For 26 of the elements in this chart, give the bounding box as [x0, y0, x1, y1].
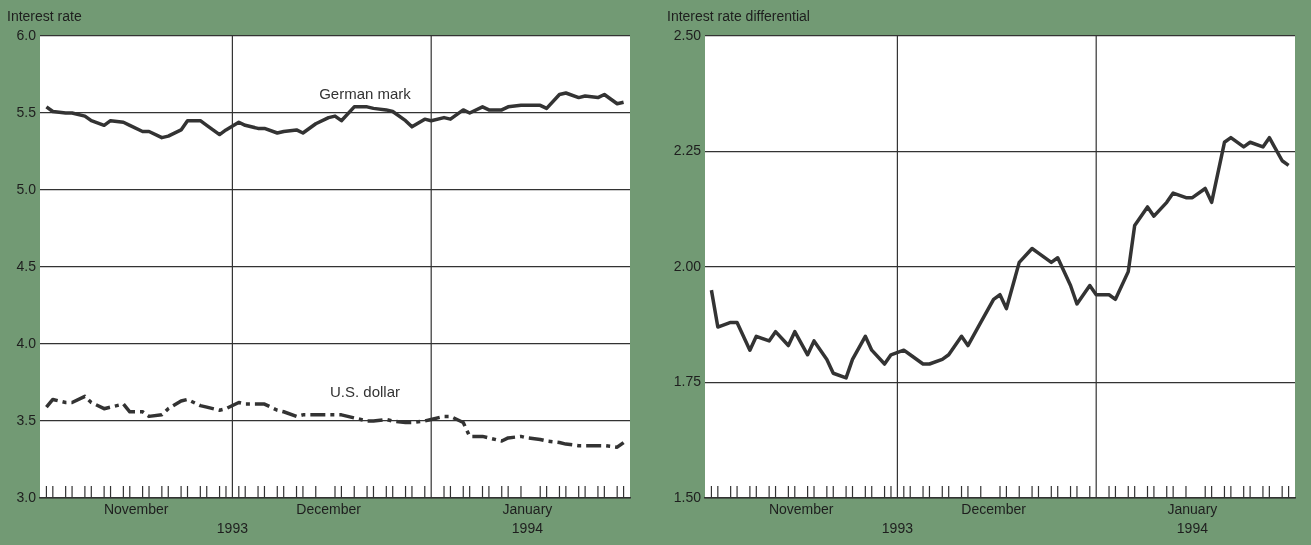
text: 1993: [216, 519, 249, 536]
x-tick-label: January: [502, 501, 553, 518]
text: 1994: [1176, 519, 1209, 536]
text: 1993: [881, 519, 914, 536]
y-tick-label: 2.50: [673, 26, 702, 43]
y-tick-label: 2.00: [673, 257, 702, 274]
y-tick-label: 1.50: [673, 488, 702, 505]
y-tick-label: 4.5: [16, 257, 37, 274]
x-tick-label: December: [961, 501, 1027, 518]
y-tick-label: 1.75: [673, 373, 702, 390]
y-tick-label: 3.5: [16, 411, 37, 428]
y-tick-label: 5.0: [16, 180, 37, 197]
y-axis-title: Interest rate differential: [667, 8, 810, 24]
y-tick-label: 2.25: [673, 142, 702, 159]
x-tick-label: December: [296, 501, 362, 518]
series-label: German mark: [319, 84, 412, 102]
y-axis-title: Interest rate: [7, 8, 82, 24]
text: 1994: [511, 519, 544, 536]
series-label: U.S. dollar: [329, 383, 401, 401]
x-tick-label: November: [768, 501, 834, 518]
y-tick-label: 5.5: [16, 103, 37, 120]
x-tick-label: January: [1167, 501, 1218, 518]
y-tick-label: 4.0: [16, 334, 37, 351]
y-tick-label: 3.0: [16, 488, 37, 505]
y-tick-label: 6.0: [16, 26, 37, 43]
x-tick-label: November: [103, 501, 169, 518]
